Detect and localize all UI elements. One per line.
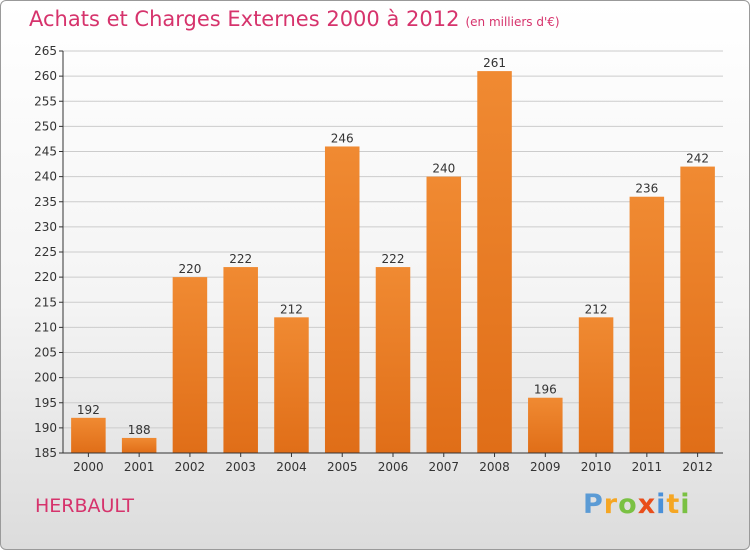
y-tick-label: 210: [34, 320, 57, 334]
logo-letter: x: [637, 489, 657, 520]
bar-2005: [324, 146, 360, 453]
data-label-2000: 192: [77, 403, 100, 417]
x-tick-label-2009: 2009: [530, 460, 561, 474]
logo-letter: r: [603, 489, 619, 520]
y-tick-label: 265: [34, 44, 57, 58]
chart-title-text: Achats et Charges Externes 2000 à 2012: [29, 7, 460, 31]
chart-unit: (en milliers d'€): [465, 15, 560, 29]
bar-2011: [629, 196, 665, 453]
y-tick-label: 195: [34, 396, 57, 410]
y-tick-label: 200: [34, 371, 57, 385]
bar-2004: [274, 317, 309, 453]
proxiti-logo: Proxiti: [583, 489, 691, 520]
bar-2010: [578, 317, 614, 453]
y-tick-label: 230: [34, 220, 57, 234]
y-tick-label: 190: [34, 421, 57, 435]
data-label-2001: 188: [128, 423, 151, 437]
data-label-2007: 240: [432, 162, 455, 176]
data-label-2008: 261: [483, 56, 506, 70]
y-tick-label: 245: [34, 145, 57, 159]
bar-2007: [426, 176, 462, 453]
bar-2003: [223, 267, 258, 453]
data-label-2002: 220: [178, 262, 201, 276]
y-tick-label: 205: [34, 346, 57, 360]
bar-2001: [121, 437, 157, 453]
data-label-2012: 242: [686, 152, 709, 166]
x-tick-label-2007: 2007: [428, 460, 459, 474]
logo-letter: i: [680, 489, 691, 520]
logo-letter: t: [666, 489, 681, 520]
logo-letter: P: [583, 489, 604, 520]
x-tick-label-2010: 2010: [581, 460, 612, 474]
y-tick-label: 235: [34, 195, 57, 209]
bar-2008: [477, 71, 512, 453]
logo-letter: o: [618, 489, 638, 520]
x-tick-label-2003: 2003: [225, 460, 256, 474]
bar-2009: [528, 397, 563, 453]
data-label-2003: 222: [229, 252, 252, 266]
logo-letter: i: [656, 489, 667, 520]
data-label-2006: 222: [382, 252, 405, 266]
y-tick-label: 215: [34, 295, 57, 309]
chart-title: Achats et Charges Externes 2000 à 2012 (e…: [29, 7, 560, 31]
x-tick-label-2004: 2004: [276, 460, 307, 474]
data-label-2004: 212: [280, 302, 303, 316]
y-tick-label: 185: [34, 446, 57, 460]
x-tick-label-2005: 2005: [327, 460, 358, 474]
x-tick-label-2002: 2002: [175, 460, 206, 474]
data-label-2011: 236: [635, 182, 658, 196]
y-tick-label: 240: [34, 170, 57, 184]
data-label-2005: 246: [331, 131, 354, 145]
x-tick-label-2001: 2001: [124, 460, 155, 474]
x-tick-label-2008: 2008: [479, 460, 510, 474]
bar-2006: [375, 267, 411, 453]
y-tick-label: 250: [34, 119, 57, 133]
y-tick-label: 260: [34, 69, 57, 83]
x-tick-label-2012: 2012: [682, 460, 713, 474]
y-tick-label: 220: [34, 270, 57, 284]
y-tick-label: 255: [34, 94, 57, 108]
data-label-2010: 212: [585, 302, 608, 316]
data-label-2009: 196: [534, 383, 557, 397]
commune-name: HERBAULT: [35, 495, 135, 517]
bar-2012: [680, 166, 715, 453]
x-tick-label-2000: 2000: [73, 460, 104, 474]
bar-2000: [71, 417, 106, 453]
bar-2002: [172, 277, 208, 453]
x-tick-label-2011: 2011: [632, 460, 663, 474]
x-tick-label-2006: 2006: [378, 460, 409, 474]
y-tick-label: 225: [34, 245, 57, 259]
